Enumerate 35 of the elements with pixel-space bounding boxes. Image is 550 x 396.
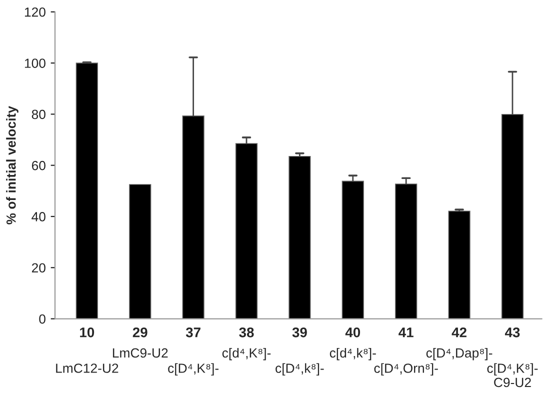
x-tick-label: 41: [398, 328, 414, 338]
text: c[D⁴,K⁸]- C9-U2: [487, 363, 538, 388]
y-tick-label: 0: [39, 314, 46, 324]
text: LmC12-U2: [56, 364, 118, 373]
x-tick-label: 38: [239, 327, 254, 338]
y-tick-label: 40: [32, 212, 46, 222]
y-tick-label: 20: [32, 263, 46, 273]
bar: [288, 156, 311, 319]
x-tick-label: 10: [80, 327, 94, 338]
bar: [342, 180, 364, 319]
bar: [501, 114, 524, 319]
x-tick-label: 40: [345, 327, 360, 338]
bar: [76, 62, 98, 319]
bar: [182, 116, 204, 319]
x-tick-label: 29: [132, 327, 148, 338]
x-tick-label: 39: [292, 327, 307, 338]
text: c[D⁴,K⁸]-: [168, 363, 219, 376]
y-tick-label: 80: [32, 110, 46, 120]
bar: [395, 184, 418, 319]
y-axis-title: % of initial velocity: [6, 106, 18, 224]
bar: [235, 143, 258, 319]
x-tick-label: 37: [186, 327, 200, 338]
text: c[D⁴,Orn⁸]-: [374, 363, 438, 376]
x-tick-label: 43: [504, 327, 520, 338]
text: LmC9-U2: [112, 348, 168, 358]
x-tick-label: 42: [452, 327, 466, 338]
y-tick-label: 60: [32, 160, 46, 170]
y-tick-label: 100: [24, 58, 46, 68]
bar: [129, 184, 152, 319]
y-tick-label: 120: [24, 7, 46, 17]
text: c[d⁴,k⁸]-: [330, 348, 376, 360]
text: c[D⁴,k⁸]-: [276, 363, 324, 376]
text: c[d⁴,K⁸]-: [222, 348, 271, 360]
text: c[D⁴,Dap⁸]-: [426, 348, 492, 360]
bar: [448, 210, 470, 319]
